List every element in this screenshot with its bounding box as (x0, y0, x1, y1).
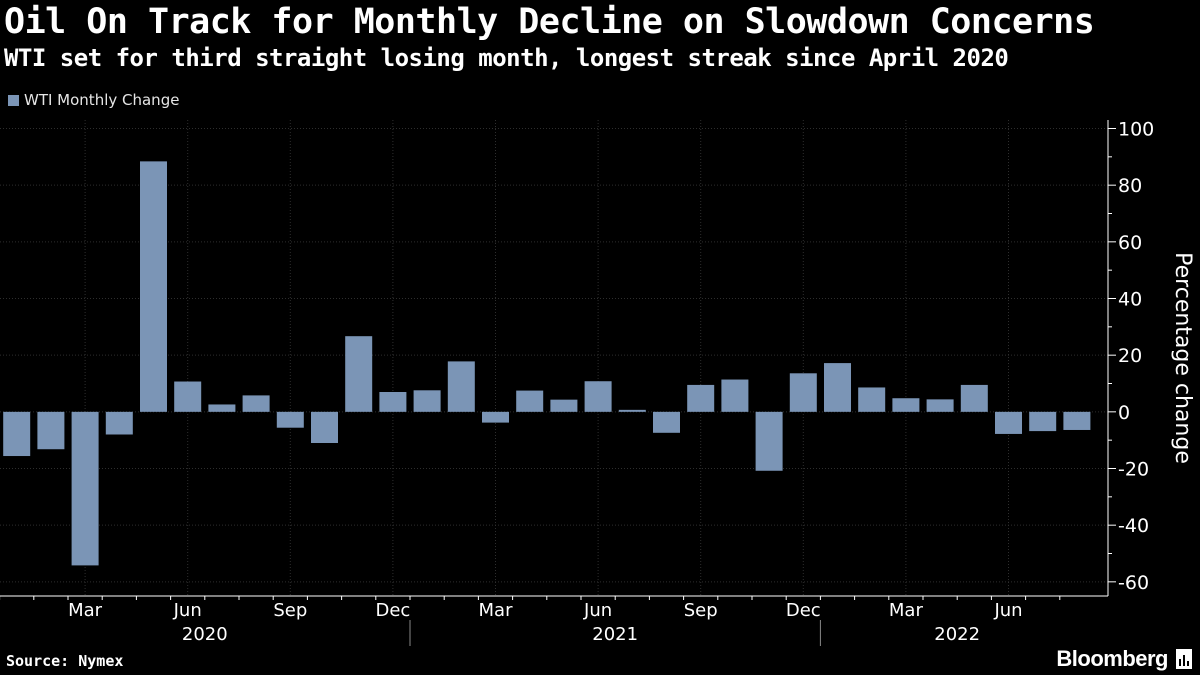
y-tick-label: -40 (1118, 515, 1149, 537)
bar-dec-2021 (789, 373, 817, 412)
bar-sep-2021 (687, 384, 715, 412)
chart-subtitle: WTI set for third straight losing month,… (4, 44, 1009, 72)
bar-jun-2021 (584, 381, 612, 412)
x-tick-label: Mar (479, 600, 514, 621)
legend-label: WTI Monthly Change (24, 91, 180, 109)
x-tick-label: Jun (993, 600, 1022, 621)
x-tick-label: Mar (889, 600, 924, 621)
bar-nov-2021 (755, 411, 783, 471)
bar-aug-2022 (1063, 411, 1091, 430)
x-tick-label: Mar (68, 600, 103, 621)
y-tick-label: 0 (1118, 402, 1130, 424)
chart-title: Oil On Track for Monthly Decline on Slow… (4, 2, 1095, 42)
bar-jul-2020 (208, 404, 236, 412)
bar-jul-2021 (618, 409, 646, 412)
brand-name: Bloomberg (1056, 646, 1168, 671)
bar-jan-2021 (413, 390, 441, 412)
bar-feb-2020 (37, 411, 65, 450)
source-note: Source: Nymex (6, 652, 124, 670)
y-tick-label: 80 (1118, 175, 1142, 197)
bloomberg-logo: Bloomberg (1056, 646, 1192, 672)
y-tick-label: -60 (1118, 572, 1149, 594)
bar-aug-2021 (653, 411, 680, 433)
legend-swatch (8, 94, 19, 106)
legend: WTI Monthly Change (8, 91, 179, 109)
bar-oct-2021 (721, 379, 749, 412)
year-label-2020: 2020 (182, 624, 228, 645)
year-label-2022: 2022 (934, 624, 980, 645)
bar-sep-2020 (276, 411, 304, 428)
x-tick-label: Sep (684, 600, 718, 621)
y-tick-label: 60 (1118, 232, 1142, 254)
bar-apr-2021 (516, 390, 544, 412)
bar-jan-2022 (824, 363, 851, 412)
bar-may-2021 (550, 399, 578, 412)
x-tick-label: Jun (583, 600, 612, 621)
bar-oct-2020 (311, 411, 338, 443)
bar-apr-2022 (926, 399, 954, 412)
x-tick-label: Sep (273, 600, 307, 621)
y-axis-title: Percentage change (1170, 252, 1195, 464)
bar-mar-2021 (482, 411, 509, 423)
bar-may-2022 (960, 384, 988, 412)
year-label-2021: 2021 (592, 624, 638, 645)
bar-dec-2020 (379, 392, 407, 412)
bar-may-2020 (140, 161, 167, 412)
bar-jan-2020 (3, 411, 31, 457)
bar-jul-2022 (1029, 411, 1057, 432)
bar-jun-2022 (995, 411, 1022, 434)
bar-feb-2021 (447, 361, 475, 412)
x-tick-label: Dec (375, 600, 410, 621)
y-tick-label: 20 (1118, 345, 1142, 367)
bar-jun-2020 (174, 381, 202, 412)
x-tick-label: Dec (786, 600, 821, 621)
y-tick-label: -20 (1118, 459, 1149, 481)
bar-aug-2020 (242, 395, 270, 412)
bar-mar-2020 (71, 411, 99, 566)
x-tick-label: Jun (173, 600, 202, 621)
bar-mar-2022 (892, 398, 920, 412)
bar-feb-2022 (858, 387, 886, 412)
y-tick-label: 40 (1118, 289, 1142, 311)
bar-apr-2020 (105, 411, 133, 435)
bar-nov-2020 (345, 336, 373, 412)
bloomberg-terminal-icon (1176, 649, 1192, 669)
y-tick-label: 100 (1118, 119, 1154, 141)
